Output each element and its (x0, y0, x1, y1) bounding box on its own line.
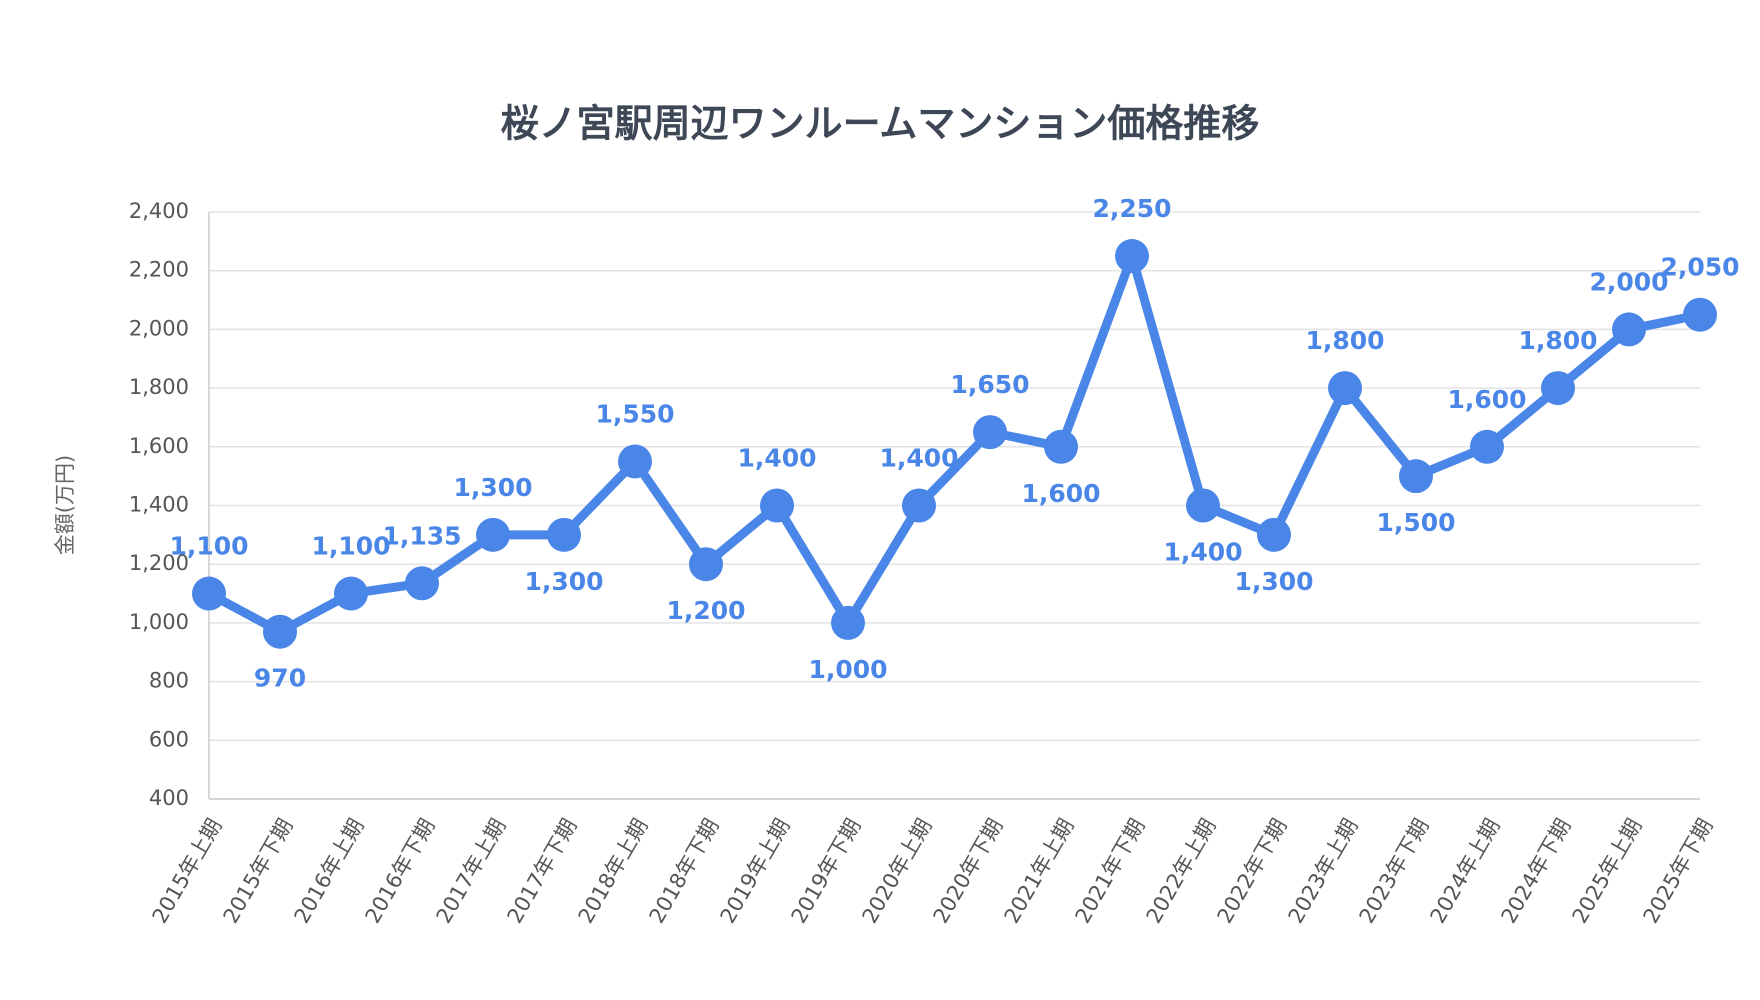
x-tick-label: 2016年上期 (290, 815, 369, 928)
data-label: 1,550 (595, 399, 674, 428)
data-point (1541, 371, 1575, 406)
data-label: 1,300 (1234, 567, 1313, 596)
y-tick-label: 400 (149, 786, 189, 810)
data-label: 1,000 (808, 655, 887, 684)
data-point (689, 547, 723, 582)
data-point (1044, 429, 1078, 464)
data-label: 1,600 (1021, 479, 1100, 508)
x-tick-label: 2025年上期 (1568, 815, 1647, 928)
y-tick-label: 2,200 (129, 258, 189, 282)
x-tick-label: 2016年下期 (361, 815, 440, 928)
x-tick-label: 2017年上期 (432, 815, 511, 928)
data-label: 1,300 (453, 473, 532, 502)
x-tick-label: 2020年上期 (858, 815, 937, 928)
data-label: 1,100 (311, 532, 390, 561)
x-tick-label: 2018年下期 (645, 815, 724, 928)
data-point (263, 614, 297, 649)
y-tick-label: 2,000 (129, 316, 189, 340)
data-line (206, 251, 1701, 637)
data-point (476, 517, 510, 552)
data-label: 1,800 (1305, 326, 1384, 355)
x-tick-label: 2021年下期 (1071, 815, 1150, 928)
x-tick-label: 2023年下期 (1355, 815, 1434, 928)
data-point (973, 415, 1007, 450)
x-tick-label: 2021年上期 (1000, 815, 1079, 928)
data-point (831, 605, 865, 640)
data-label: 1,100 (169, 532, 248, 561)
x-tick-label: 2025年下期 (1639, 815, 1718, 928)
data-label: 1,800 (1518, 326, 1597, 355)
data-point (1683, 297, 1717, 332)
data-label: 1,135 (382, 521, 461, 550)
x-tick-label: 2022年上期 (1142, 815, 1221, 928)
y-tick-label: 1,600 (129, 434, 189, 458)
y-tick-label: 2,400 (129, 199, 189, 223)
y-tick-label: 1,000 (129, 610, 189, 634)
y-axis-label: 金額(万円) (53, 455, 77, 555)
data-label: 1,400 (879, 444, 958, 473)
data-point (1399, 459, 1433, 494)
data-point (1612, 312, 1646, 347)
data-label: 2,250 (1092, 194, 1171, 223)
data-point (547, 517, 581, 552)
data-point (1186, 488, 1220, 523)
data-point (902, 488, 936, 523)
data-point (760, 488, 794, 523)
y-tick-label: 1,400 (129, 493, 189, 517)
data-label: 1,400 (737, 444, 816, 473)
data-label: 2,000 (1589, 267, 1668, 296)
data-point (334, 576, 368, 611)
y-tick-label: 800 (149, 669, 189, 693)
x-tick-label: 2017年下期 (503, 815, 582, 928)
chart-title: 桜ノ宮駅周辺ワンルームマンション価格推移 (501, 102, 1260, 146)
x-tick-label: 2022年下期 (1213, 815, 1292, 928)
data-label: 1,200 (666, 596, 745, 625)
data-label: 1,300 (524, 567, 603, 596)
data-point (1470, 429, 1504, 464)
x-tick-label: 2018年上期 (574, 815, 653, 928)
x-tick-label: 2015年上期 (148, 815, 227, 928)
data-label: 1,650 (950, 370, 1029, 399)
x-tick-label: 2024年下期 (1497, 815, 1576, 928)
data-point (1257, 517, 1291, 552)
data-point (405, 566, 439, 601)
y-tick-label: 600 (149, 727, 189, 751)
data-label: 2,050 (1660, 253, 1739, 282)
y-tick-label: 1,200 (129, 551, 189, 575)
y-tick-label: 1,800 (129, 375, 189, 399)
data-label: 1,500 (1376, 508, 1455, 537)
data-label: 1,600 (1447, 385, 1526, 414)
x-tick-label: 2015年下期 (219, 815, 298, 928)
x-tick-label: 2023年上期 (1284, 815, 1363, 928)
x-tick-label: 2019年下期 (787, 815, 866, 928)
data-label: 1,400 (1163, 538, 1242, 567)
data-label: 970 (254, 664, 306, 693)
x-tick-label: 2024年上期 (1426, 815, 1505, 928)
data-point (1328, 371, 1362, 406)
x-tick-label: 2020年下期 (929, 815, 1008, 928)
x-tick-label: 2019年上期 (716, 815, 795, 928)
data-point (192, 576, 226, 611)
data-point (618, 444, 652, 479)
data-point (1115, 239, 1149, 274)
